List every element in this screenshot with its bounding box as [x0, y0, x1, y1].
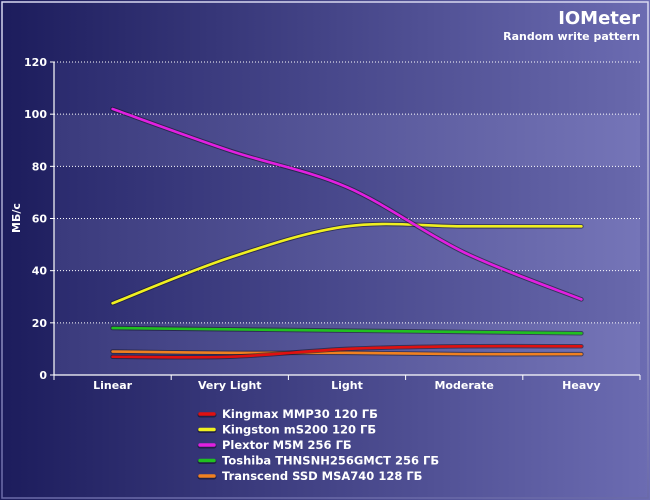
- legend-label: Plextor M5M 256 ГБ: [222, 438, 352, 452]
- plot-band: [54, 114, 640, 167]
- series-line: [111, 344, 583, 359]
- legend-label: Toshiba THNSNH256GMCT 256 ГБ: [222, 454, 439, 468]
- series-line: [111, 350, 583, 356]
- series-line: [111, 107, 583, 301]
- series-layer: [110, 106, 584, 360]
- x-tick-label: Linear: [93, 379, 132, 392]
- x-tick-label: Very Light: [198, 379, 262, 392]
- chart-title: IOMeter: [558, 8, 640, 29]
- x-tick-label: Light: [331, 379, 363, 392]
- legend-label: Kingston mS200 120 ГБ: [222, 423, 376, 437]
- series-line: [111, 326, 583, 335]
- y-tick-label: 20: [32, 317, 48, 330]
- y-tick-label: 40: [32, 265, 48, 278]
- chart-subtitle: Random write pattern: [503, 30, 640, 43]
- y-tick-label: 100: [24, 108, 47, 121]
- x-axis-ticks: Linear Very Light Light Moderate Heavy: [53, 375, 641, 392]
- y-tick-label: 60: [32, 213, 48, 226]
- y-axis-label: МБ/с: [10, 203, 23, 233]
- y-axis-ticks: 0 20 40 60 80 100 120: [24, 56, 54, 382]
- legend: Kingmax MMP30 120 ГБ Kingston mS200 120 Г…: [197, 407, 439, 483]
- legend-label: Kingmax MMP30 120 ГБ: [222, 407, 378, 421]
- legend-label: Transcend SSD MSA740 128 ГБ: [222, 469, 422, 483]
- y-tick-label: 80: [32, 160, 48, 173]
- series-line: [111, 222, 583, 305]
- y-tick-label: 120: [24, 56, 47, 69]
- y-tick-label: 0: [39, 369, 47, 382]
- x-tick-label: Heavy: [562, 379, 600, 392]
- x-tick-label: Moderate: [434, 379, 493, 392]
